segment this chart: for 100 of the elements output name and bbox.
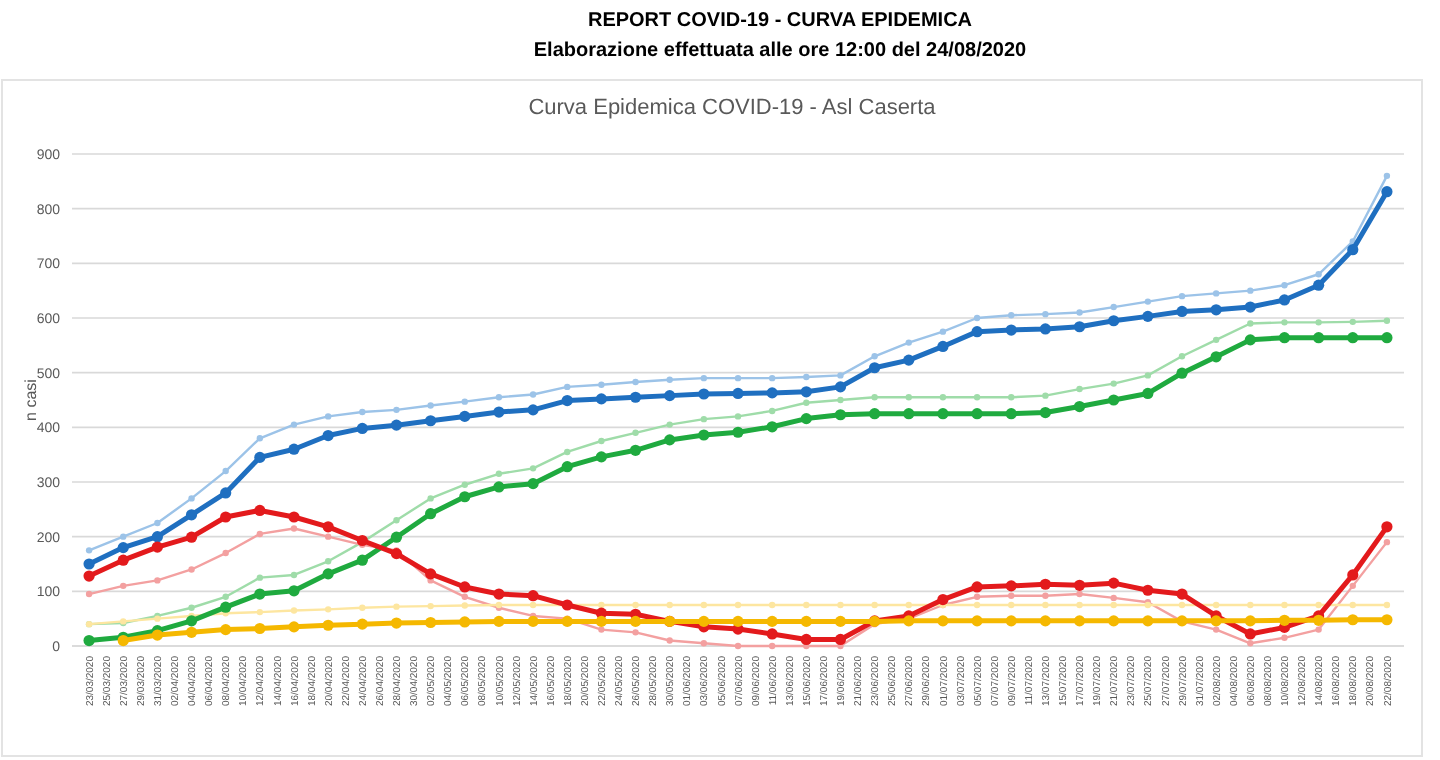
point bbox=[1042, 392, 1049, 399]
point bbox=[837, 396, 844, 404]
point bbox=[595, 451, 607, 463]
point bbox=[905, 339, 912, 346]
point bbox=[1381, 186, 1393, 198]
point bbox=[493, 406, 505, 418]
point bbox=[288, 585, 300, 597]
point bbox=[493, 588, 505, 600]
point bbox=[1281, 601, 1288, 609]
point bbox=[803, 601, 810, 609]
point bbox=[1076, 590, 1083, 598]
point bbox=[322, 568, 334, 580]
point bbox=[1042, 310, 1049, 318]
point bbox=[1110, 601, 1117, 609]
point bbox=[1247, 640, 1254, 647]
point bbox=[1008, 592, 1015, 599]
point bbox=[185, 626, 198, 638]
point bbox=[322, 429, 334, 442]
point bbox=[1108, 394, 1120, 406]
point bbox=[185, 509, 198, 521]
point bbox=[254, 451, 266, 463]
point bbox=[393, 517, 400, 524]
point bbox=[1247, 601, 1254, 609]
point bbox=[1008, 601, 1015, 609]
point bbox=[1039, 578, 1051, 590]
point bbox=[461, 602, 468, 609]
point bbox=[220, 511, 232, 523]
point bbox=[1347, 569, 1359, 581]
point bbox=[1349, 318, 1356, 326]
point bbox=[1210, 615, 1222, 627]
point bbox=[390, 548, 403, 560]
point bbox=[1281, 634, 1288, 641]
point bbox=[185, 615, 198, 627]
point bbox=[120, 582, 127, 590]
point bbox=[1315, 626, 1322, 633]
point bbox=[425, 568, 437, 580]
point bbox=[1005, 408, 1017, 420]
point bbox=[1039, 406, 1051, 419]
point bbox=[903, 354, 915, 366]
point bbox=[220, 624, 232, 636]
point bbox=[1039, 323, 1051, 335]
point bbox=[905, 601, 912, 609]
point bbox=[871, 601, 878, 609]
point bbox=[1212, 336, 1220, 344]
point bbox=[290, 421, 298, 428]
point bbox=[529, 601, 537, 609]
point bbox=[1247, 287, 1254, 294]
point bbox=[766, 628, 778, 640]
point bbox=[734, 413, 742, 420]
point bbox=[834, 381, 847, 393]
chart-title: REPORT COVID-19 - CURVA EPIDEMICA bbox=[587, 10, 973, 32]
point bbox=[390, 531, 403, 543]
point bbox=[732, 615, 744, 627]
point bbox=[837, 601, 844, 609]
point bbox=[151, 531, 163, 543]
point bbox=[1076, 601, 1083, 609]
point bbox=[1383, 172, 1391, 180]
point bbox=[1244, 334, 1256, 346]
point bbox=[256, 530, 264, 538]
point bbox=[800, 413, 812, 425]
point bbox=[1381, 332, 1393, 344]
point bbox=[85, 547, 93, 554]
point bbox=[1142, 387, 1154, 400]
point bbox=[1278, 614, 1291, 626]
point bbox=[322, 521, 334, 533]
point bbox=[971, 326, 983, 338]
point bbox=[732, 426, 744, 438]
point bbox=[459, 581, 471, 593]
point bbox=[154, 519, 161, 527]
point bbox=[1281, 282, 1288, 289]
point bbox=[529, 465, 537, 472]
point bbox=[732, 387, 744, 400]
point bbox=[425, 508, 437, 520]
point bbox=[1144, 298, 1152, 305]
point bbox=[1278, 332, 1291, 344]
point bbox=[461, 398, 468, 405]
point bbox=[766, 421, 778, 433]
point bbox=[837, 372, 844, 379]
point bbox=[493, 481, 505, 493]
point bbox=[154, 577, 161, 584]
point bbox=[324, 413, 332, 420]
point bbox=[1076, 309, 1083, 316]
point bbox=[700, 601, 708, 609]
point bbox=[1073, 321, 1086, 333]
point bbox=[632, 601, 639, 609]
point bbox=[185, 531, 198, 543]
point bbox=[1042, 601, 1049, 609]
point bbox=[425, 415, 437, 427]
point bbox=[869, 408, 881, 420]
point bbox=[666, 376, 673, 383]
point bbox=[527, 478, 539, 490]
point bbox=[393, 603, 400, 610]
point bbox=[939, 394, 947, 401]
point bbox=[459, 491, 471, 503]
point bbox=[598, 381, 605, 388]
point bbox=[664, 390, 676, 402]
point bbox=[632, 378, 639, 386]
point bbox=[768, 601, 776, 609]
point bbox=[393, 406, 400, 414]
point bbox=[427, 495, 434, 502]
